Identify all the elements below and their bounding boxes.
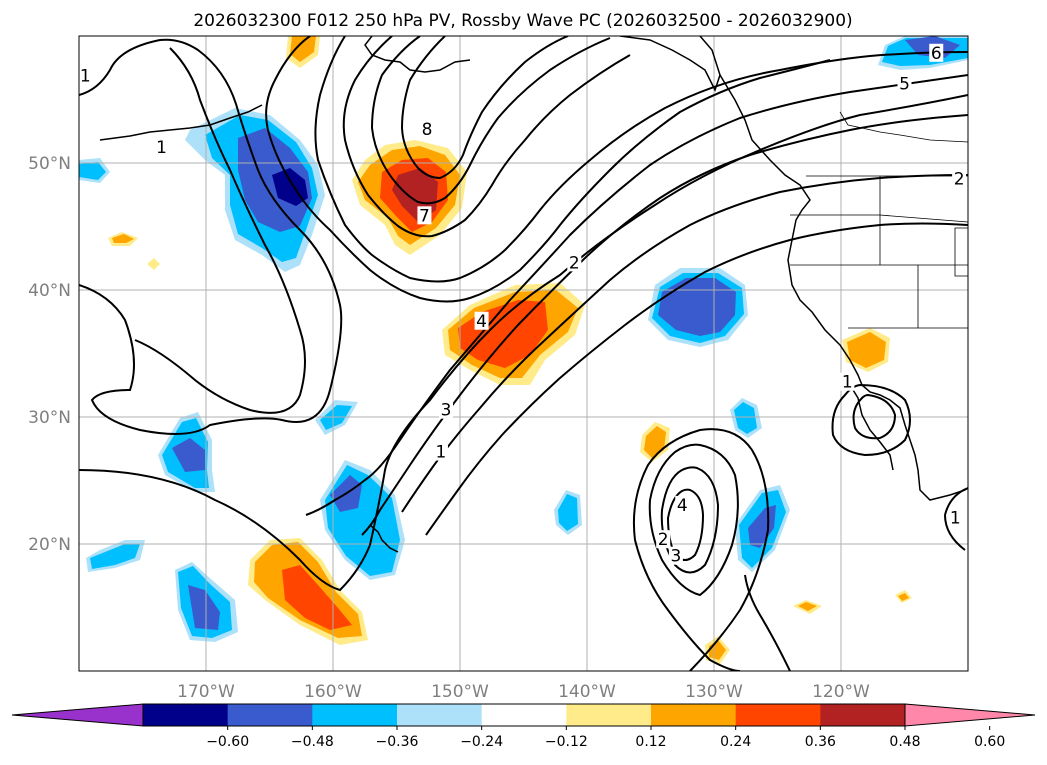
contour-label: 2 (569, 253, 580, 273)
colorbar-swatch (651, 704, 737, 726)
contour-label: 1 (80, 67, 91, 87)
coastlines (99, 36, 968, 553)
colorbar-swatch (566, 704, 652, 726)
x-tick-label: 120°W (812, 682, 870, 702)
colorbar-swatch (481, 704, 567, 726)
contour-label-bg (675, 495, 690, 514)
y-tick-label: 30°N (28, 408, 71, 428)
colorbar-frame (142, 703, 906, 727)
colorbar-tick-label: −0.60 (206, 734, 249, 750)
contour-label-bg (419, 119, 434, 138)
contour-label: 1 (436, 443, 447, 463)
contour-label-bg (79, 66, 93, 85)
contour-label-bg (154, 137, 169, 156)
contour-label-bg (929, 43, 944, 62)
colorbar-swatch (227, 704, 313, 726)
colorbar-tick-label: 0.36 (805, 734, 836, 750)
contour-label-bg (897, 74, 912, 93)
contour-label-bg (952, 169, 967, 188)
contour-label: 1 (842, 373, 853, 393)
colorbar-tick-label: 0.60 (974, 734, 1005, 750)
contour-label-bg (840, 372, 855, 391)
state-borders (790, 111, 968, 329)
colorbar-tick-label: 0.12 (635, 734, 666, 750)
x-tick-label: 140°W (558, 682, 616, 702)
contour-label-bg (567, 253, 582, 272)
colorbar-swatch (820, 704, 906, 726)
contour-label: 7 (419, 206, 430, 226)
contour-label: 3 (441, 401, 452, 421)
colorbar-tick-label: −0.48 (291, 734, 334, 750)
x-tick-label: 160°W (304, 682, 362, 702)
colorbar-swatch (143, 704, 229, 726)
contour-label: 3 (670, 547, 681, 567)
colorbar-swatch (312, 704, 398, 726)
x-tick-label: 150°W (431, 682, 489, 702)
contour-label: 8 (422, 120, 433, 140)
contour-label: 1 (950, 509, 961, 529)
colorbar: −0.60 −0.48 −0.36 −0.24 −0.12 0.12 0.24 0.36 0.4… (11, 703, 1036, 750)
colorbar-tick-label: 0.48 (889, 734, 920, 750)
y-tick-label: 20°N (28, 535, 71, 555)
colorbar-tick-label: −0.24 (460, 734, 503, 750)
axes: 170°W 160°W 150°W 140°W 130°W 120°W 20°N 30°N 40… (28, 154, 870, 702)
pv-anomaly-negative-5 (158, 412, 215, 492)
contour-label-bg (668, 546, 683, 565)
contour-label-bg (656, 530, 671, 549)
y-tick-label: 50°N (28, 154, 71, 174)
contour-label-bg (417, 206, 432, 225)
contour-label-bg (439, 400, 454, 419)
pv-anomaly-positive-small (108, 36, 912, 664)
colorbar-swatch (735, 704, 821, 726)
contour-label: 2 (954, 170, 965, 190)
colorbar-tick-label: −0.12 (545, 734, 588, 750)
chart-title: 2026032300 F012 250 hPa PV, Rossby Wave … (193, 11, 852, 31)
contour-label-bg (474, 311, 489, 330)
contour-label: 2 (658, 530, 669, 550)
contour-label: 1 (156, 138, 167, 158)
colorbar-swatch (397, 704, 483, 726)
colorbar-tick-label: −0.36 (376, 734, 419, 750)
gridlines (79, 36, 968, 671)
x-tick-label: 130°W (685, 682, 743, 702)
pv-anomaly-positive-3 (248, 538, 368, 645)
contour-label-bg (948, 508, 963, 527)
colorbar-tick-label: 0.24 (720, 734, 751, 750)
contour-label: 4 (476, 312, 487, 332)
contour-label-bg (433, 442, 448, 461)
contour-label: 4 (677, 496, 688, 516)
contour-label: 6 (931, 44, 942, 64)
map-frame (78, 35, 969, 672)
colorbar-extend-low (11, 703, 144, 727)
x-tick-label: 170°W (177, 682, 235, 702)
colorbar-extend-high (904, 703, 1036, 727)
contour-label: 5 (899, 74, 910, 94)
y-tick-label: 40°N (28, 281, 71, 301)
